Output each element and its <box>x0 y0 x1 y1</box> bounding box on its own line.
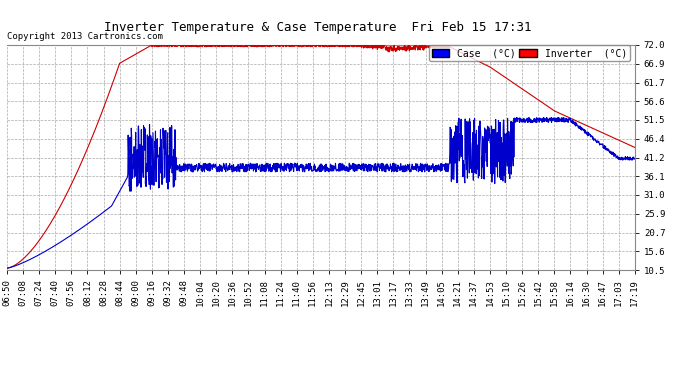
Text: Copyright 2013 Cartronics.com: Copyright 2013 Cartronics.com <box>7 32 163 41</box>
Text: Inverter Temperature & Case Temperature  Fri Feb 15 17:31: Inverter Temperature & Case Temperature … <box>104 21 531 34</box>
Legend: Case  (°C), Inverter  (°C): Case (°C), Inverter (°C) <box>428 45 630 61</box>
